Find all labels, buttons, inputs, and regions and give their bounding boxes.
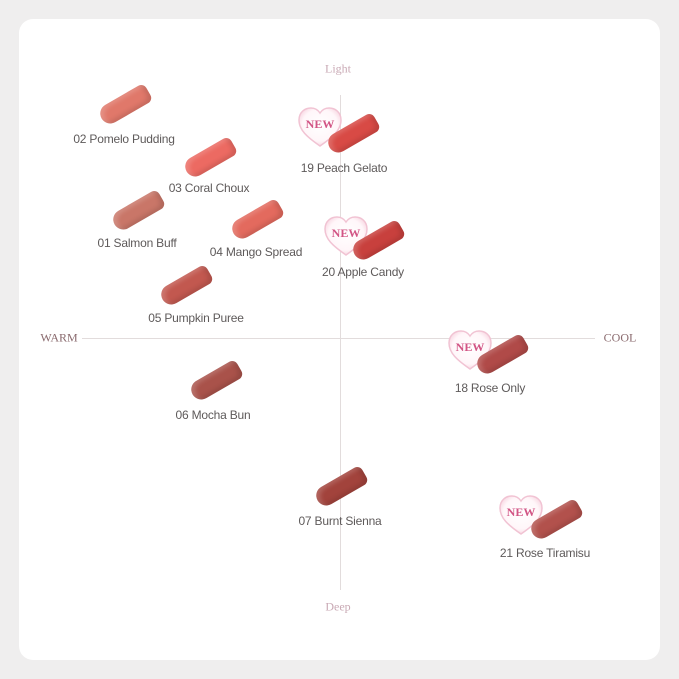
shade-label: 02 Pomelo Pudding — [73, 132, 175, 146]
shade-label: 03 Coral Choux — [168, 181, 250, 195]
shade-label: 05 Pumpkin Puree — [148, 311, 244, 325]
axis-label-deep: Deep — [325, 599, 351, 614]
new-badge-text: NEW — [506, 505, 536, 519]
shade-label: 20 Apple Candy — [322, 265, 404, 279]
horizontal-axis — [82, 338, 595, 339]
shade-label: 21 Rose Tiramisu — [499, 546, 591, 560]
shade-label: 04 Mango Spread — [209, 245, 303, 259]
shade-label: 01 Salmon Buff — [97, 236, 177, 250]
new-badge-text: NEW — [455, 340, 485, 354]
axis-label-cool: COOL — [603, 330, 637, 345]
axis-label-warm: WARM — [40, 330, 78, 345]
vertical-axis — [340, 95, 341, 590]
shade-label: 19 Peach Gelato — [300, 161, 388, 175]
shade-label: 18 Rose Only — [454, 381, 526, 395]
shade-label: 06 Mocha Bun — [175, 408, 251, 422]
new-badge-text: NEW — [305, 117, 335, 131]
axis-label-light: Light — [325, 61, 351, 76]
new-badge-text: NEW — [331, 226, 361, 240]
shade-label: 07 Burnt Sienna — [298, 514, 382, 528]
